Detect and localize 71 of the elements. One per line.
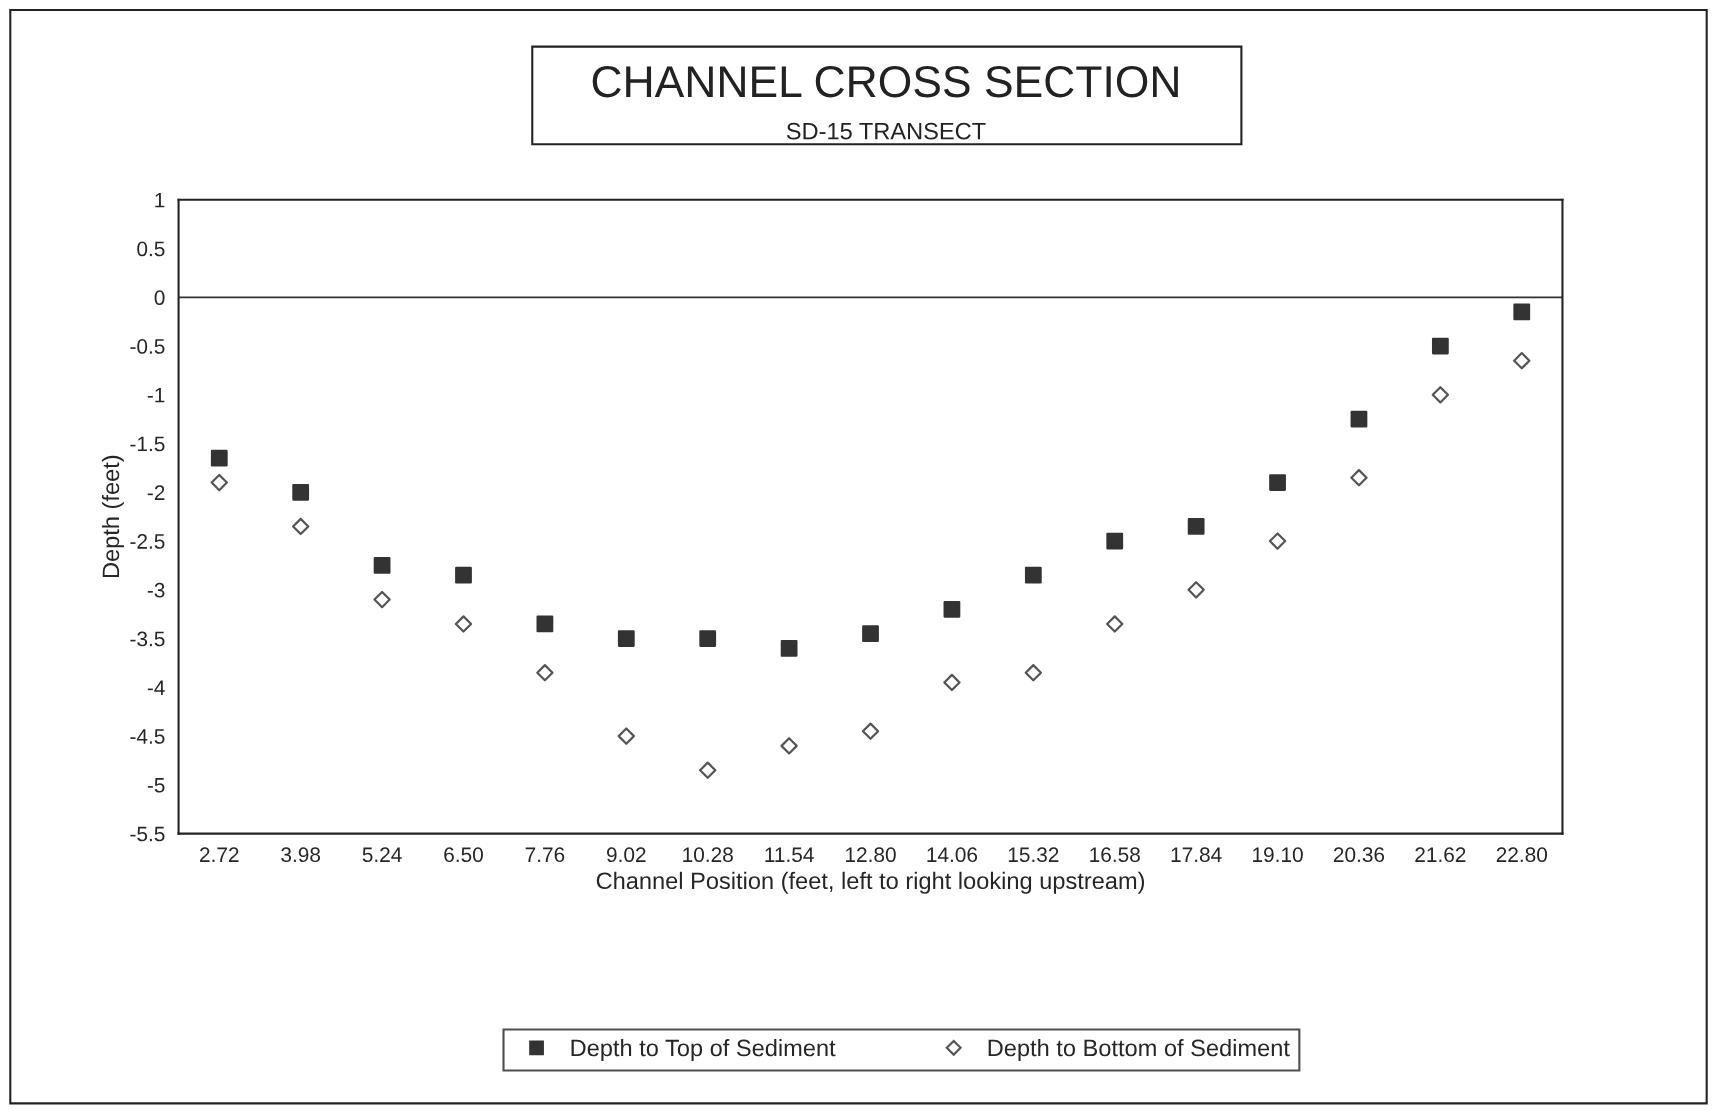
point — [861, 722, 880, 740]
point — [943, 600, 961, 618]
x-tick-label: 10.28 — [683, 847, 733, 863]
x-axis-title: Channel Position (feet, left to right looking upstream) — [596, 871, 1145, 894]
point — [698, 761, 717, 779]
point — [943, 673, 961, 692]
point — [1269, 474, 1286, 491]
point — [1431, 386, 1450, 404]
x-tick-label: 7.76 — [525, 847, 565, 863]
chart-subtitle: SD-15 TRANSECT — [786, 122, 986, 140]
point — [699, 630, 717, 647]
point — [373, 557, 391, 574]
x-tick-label: 14.06 — [927, 847, 978, 863]
y-tick-label: -2.5 — [130, 534, 165, 549]
point — [210, 449, 228, 467]
point — [454, 615, 473, 633]
point — [1024, 566, 1042, 584]
x-tick-label: 11.54 — [765, 847, 814, 863]
point — [617, 727, 636, 745]
x-tick-label: 17.84 — [1171, 847, 1222, 863]
y-axis-title: Depth (feet) — [101, 455, 124, 578]
point — [1431, 337, 1449, 355]
x-tick-label: 12.80 — [846, 847, 896, 863]
point — [1268, 532, 1287, 550]
point — [292, 483, 310, 501]
y-tick-label: -1 — [147, 388, 165, 403]
x-tick-label: 2.72 — [200, 847, 239, 862]
point — [1350, 410, 1368, 428]
point — [210, 473, 228, 492]
x-tick-label: 9.02 — [607, 847, 646, 863]
y-tick-label: -4.5 — [130, 729, 165, 744]
y-tick-label: -3 — [147, 582, 165, 598]
point — [1106, 615, 1124, 633]
point — [1350, 468, 1368, 487]
y-tick-label: -2 — [147, 485, 165, 500]
y-tick-label: 1 — [155, 193, 165, 208]
x-tick-label: 5.24 — [362, 847, 402, 863]
point — [536, 664, 554, 682]
x-tick-label: 16.58 — [1090, 847, 1140, 863]
y-tick-label: 0.5 — [137, 241, 165, 257]
y-tick-label: -5 — [147, 778, 165, 793]
point — [373, 590, 391, 609]
point — [862, 625, 879, 643]
y-tick-label: 0 — [154, 290, 165, 306]
point — [617, 630, 635, 647]
legend-label: Depth to Top of Sediment — [571, 1038, 836, 1061]
point — [1513, 303, 1531, 321]
point — [1513, 351, 1531, 370]
point — [1106, 532, 1124, 550]
x-tick-label: 19.10 — [1253, 847, 1303, 863]
point — [1187, 581, 1205, 599]
point — [780, 737, 798, 755]
x-tick-label: 3.98 — [281, 847, 321, 863]
point — [1187, 518, 1205, 535]
point — [1024, 664, 1043, 682]
x-tick-label: 21.62 — [1415, 847, 1466, 863]
y-tick-label: -0.5 — [130, 339, 165, 354]
point — [780, 639, 798, 657]
y-tick-label: -3.5 — [130, 631, 165, 647]
x-tick-label: 15.32 — [1008, 847, 1059, 863]
y-tick-label: -1.5 — [130, 436, 165, 452]
x-tick-label: 6.50 — [444, 847, 483, 863]
point — [536, 615, 554, 633]
point — [291, 517, 310, 536]
y-tick-label: -5.5 — [130, 826, 165, 842]
chart-title: CHANNEL CROSS SECTION — [592, 65, 1178, 98]
legend-label: Depth to Bottom of Sediment — [988, 1038, 1290, 1061]
x-tick-label: 20.36 — [1333, 847, 1385, 863]
point — [455, 566, 472, 584]
x-tick-label: 22.80 — [1496, 847, 1548, 863]
y-tick-label: -4 — [147, 680, 165, 695]
